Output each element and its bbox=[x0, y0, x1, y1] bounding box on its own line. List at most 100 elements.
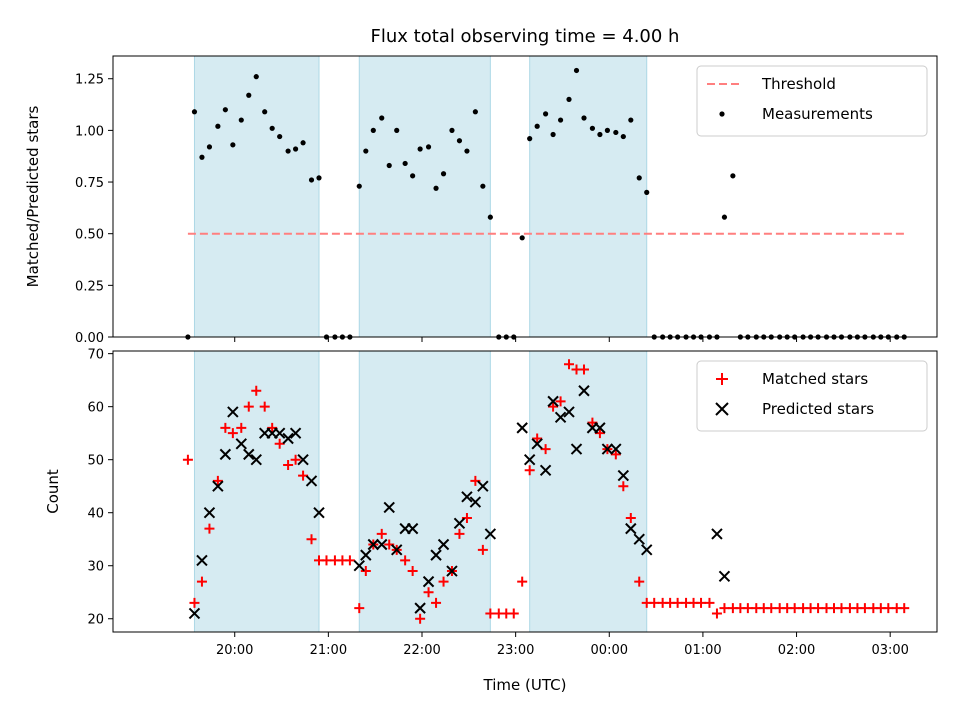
predicted-point bbox=[711, 528, 723, 540]
data-point bbox=[440, 171, 447, 177]
matched-point bbox=[182, 454, 193, 465]
y-tick-label: 70 bbox=[87, 348, 104, 363]
legend-label: Threshold bbox=[761, 75, 836, 93]
data-point bbox=[581, 115, 587, 121]
data-point bbox=[215, 123, 221, 129]
predicted-point bbox=[360, 549, 372, 561]
matched-point bbox=[259, 401, 270, 412]
matched-point bbox=[189, 597, 200, 608]
predicted-point bbox=[547, 395, 559, 408]
data-point bbox=[316, 175, 322, 181]
counts-panel: 20 30 40 50 60 70 20:00 21:00 22:00 23:00 00:00 01:… bbox=[44, 348, 938, 658]
observing-interval bbox=[529, 55, 648, 338]
predicted-point bbox=[406, 522, 419, 535]
x-axis-label: Time (UTC) bbox=[483, 676, 567, 694]
predicted-point bbox=[446, 565, 458, 577]
legend-label: Predicted stars bbox=[762, 400, 874, 418]
matched-point bbox=[766, 603, 777, 614]
predicted-point bbox=[203, 507, 216, 519]
predicted-point bbox=[250, 453, 262, 466]
observing-interval bbox=[358, 55, 491, 338]
matched-point bbox=[813, 603, 824, 614]
predicted-point bbox=[641, 544, 653, 556]
axes-frame bbox=[112, 350, 938, 633]
y-tick-label: 20 bbox=[87, 613, 104, 628]
matched-point bbox=[836, 603, 847, 614]
data-point bbox=[480, 183, 486, 189]
data-point bbox=[394, 127, 400, 133]
data-point bbox=[543, 111, 549, 117]
matched-point bbox=[360, 566, 371, 577]
y-tick-label: 50 bbox=[87, 454, 104, 469]
legend-label: Matched stars bbox=[762, 370, 868, 388]
matched-point bbox=[251, 385, 262, 396]
matched-point bbox=[532, 433, 543, 444]
predicted-point bbox=[367, 538, 380, 551]
matched-point bbox=[548, 401, 559, 412]
data-point bbox=[206, 144, 213, 150]
predicted-point bbox=[594, 422, 606, 434]
predicted-point bbox=[235, 438, 247, 450]
y-tick-label: 60 bbox=[87, 401, 104, 416]
data-point bbox=[222, 107, 228, 113]
chart-title: Flux total observing time = 4.00 h bbox=[371, 26, 680, 47]
predicted-point bbox=[469, 496, 482, 508]
matched-point bbox=[344, 555, 355, 566]
predicted-point bbox=[376, 538, 388, 551]
predicted-point bbox=[570, 443, 583, 455]
data-point bbox=[456, 138, 463, 144]
y-tick-label: 0.00 bbox=[75, 331, 104, 346]
predicted-point bbox=[391, 544, 403, 556]
data-point bbox=[472, 109, 478, 115]
matched-point bbox=[625, 513, 636, 524]
matched-point bbox=[696, 597, 707, 608]
data-point bbox=[277, 133, 283, 140]
matched-point bbox=[220, 422, 231, 433]
predicted-point bbox=[554, 411, 567, 423]
data-point bbox=[464, 148, 470, 154]
x-tick-label: 03:00 bbox=[871, 643, 908, 658]
data-point bbox=[550, 131, 556, 138]
predicted-point bbox=[305, 475, 318, 487]
predicted-point bbox=[243, 448, 255, 461]
axes-frame bbox=[112, 55, 938, 338]
matched-point bbox=[376, 528, 387, 539]
y-tick-label: 40 bbox=[87, 507, 104, 522]
predicted-point bbox=[383, 501, 395, 514]
predicted-point bbox=[563, 406, 575, 418]
data-point bbox=[300, 140, 306, 146]
matched-point bbox=[524, 465, 535, 476]
data-point bbox=[191, 109, 198, 115]
matched-point bbox=[438, 576, 449, 587]
predicted-point bbox=[477, 480, 489, 492]
matched-point bbox=[400, 555, 411, 566]
matched-point bbox=[454, 528, 465, 539]
y-axis-label: Count bbox=[44, 469, 62, 514]
data-point bbox=[410, 173, 416, 179]
data-point bbox=[292, 146, 299, 152]
y-axis-label: Matched/Predicted stars bbox=[24, 106, 42, 288]
predicted-point bbox=[617, 469, 630, 482]
legend: Matched stars Predicted stars bbox=[696, 360, 928, 432]
data-point bbox=[487, 214, 493, 220]
predicted-point bbox=[539, 464, 552, 476]
predicted-point bbox=[625, 522, 637, 535]
legend-handle bbox=[716, 373, 728, 385]
data-point bbox=[721, 214, 728, 220]
matched-point bbox=[306, 534, 317, 545]
y-tick-label: 0.75 bbox=[75, 176, 104, 191]
x-tick-label: 21:00 bbox=[310, 643, 347, 658]
matched-point bbox=[742, 603, 753, 614]
matched-point bbox=[555, 396, 566, 407]
data-point bbox=[308, 177, 315, 183]
x-tick-label: 22:00 bbox=[403, 643, 440, 658]
data-point bbox=[363, 148, 369, 154]
x-tick-label: 01:00 bbox=[684, 643, 721, 658]
data-point bbox=[449, 127, 455, 133]
matched-point bbox=[243, 401, 254, 412]
matched-point bbox=[508, 608, 519, 619]
matched-point bbox=[204, 523, 215, 534]
data-point bbox=[613, 129, 619, 136]
y-tick-label: 1.00 bbox=[75, 124, 104, 139]
